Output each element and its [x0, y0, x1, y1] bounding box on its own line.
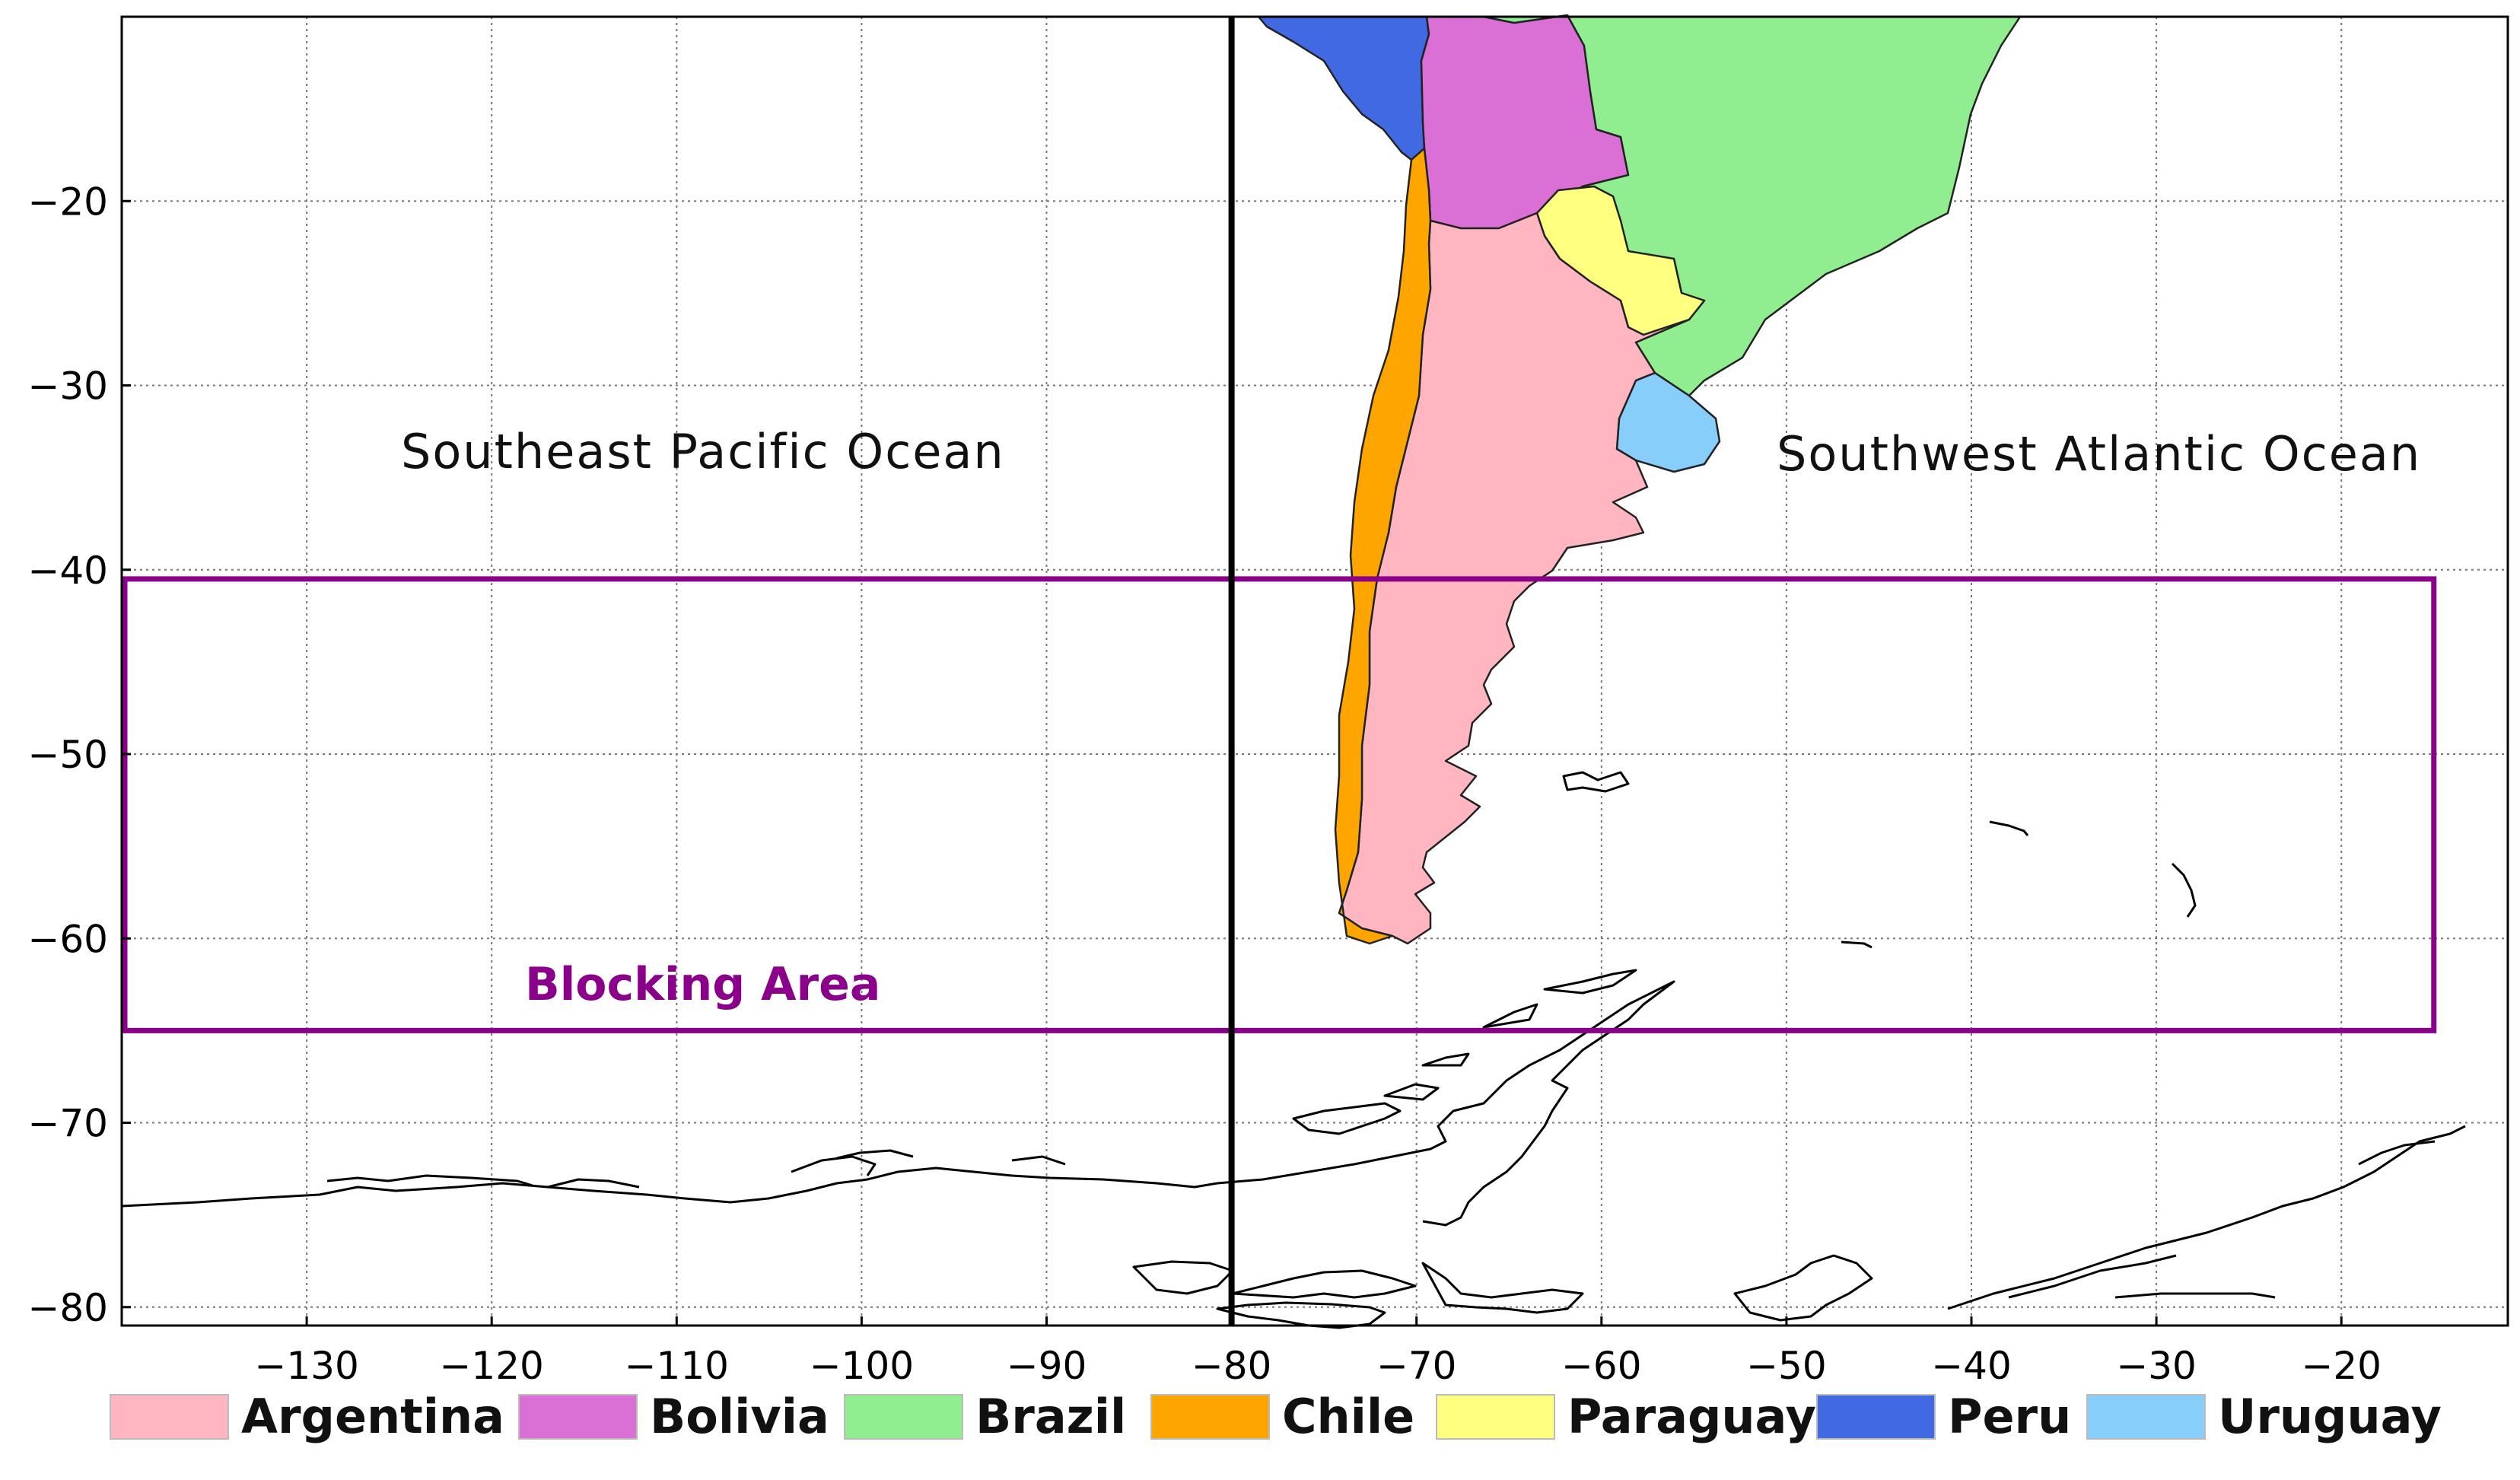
- y-tick-label: −50: [27, 733, 108, 777]
- y-tick-label: −30: [27, 364, 108, 409]
- legend-label-peru: Peru: [1948, 1389, 2071, 1444]
- countries: [1257, 14, 2022, 945]
- legend-label-paraguay: Paraguay: [1567, 1389, 1816, 1444]
- blocking-area: Blocking Area: [122, 576, 2437, 1033]
- falkland-islands: [1562, 771, 1630, 793]
- legend-swatch-chile: [1150, 1394, 1270, 1440]
- legend-label-bolivia: Bolivia: [650, 1389, 829, 1444]
- x-tick-label: −20: [2301, 1344, 2382, 1388]
- legend-label-brazil: Brazil: [975, 1389, 1126, 1444]
- y-axis-ticks: −20 −30 −40 −50 −60 −70 −80: [27, 180, 131, 1330]
- legend-swatch-peru: [1816, 1394, 1936, 1440]
- legend-swatch-brazil: [844, 1394, 963, 1440]
- x-tick-label: −80: [1192, 1344, 1272, 1388]
- y-tick-label: −20: [27, 180, 108, 224]
- legend-label-argentina: Argentina: [241, 1389, 504, 1444]
- legend-swatch-uruguay: [2086, 1394, 2206, 1440]
- y-tick-label: −60: [27, 917, 108, 961]
- x-tick-label: −120: [440, 1344, 544, 1388]
- blocking-area-label: Blocking Area: [525, 958, 880, 1011]
- x-tick-label: −130: [254, 1344, 358, 1388]
- legend-swatch-paraguay: [1436, 1394, 1555, 1440]
- y-tick-label: −80: [27, 1286, 108, 1330]
- x-axis-ticks: −130 −120 −110 −100 −90 −80 −70 −60 −50 −40 −30 −20: [254, 1316, 2382, 1388]
- legend-swatch-argentina: [110, 1394, 229, 1440]
- legend-swatch-bolivia: [518, 1394, 638, 1440]
- x-tick-label: −60: [1561, 1344, 1642, 1388]
- y-tick-label: −40: [27, 549, 108, 593]
- legend-label-chile: Chile: [1282, 1389, 1414, 1444]
- x-tick-label: −40: [1931, 1344, 2012, 1388]
- plot-frame: [120, 15, 2509, 1327]
- country-peru: [1257, 15, 1430, 161]
- x-tick-label: −30: [2116, 1344, 2197, 1388]
- legend-label-uruguay: Uruguay: [2218, 1389, 2442, 1444]
- country-chile: [1334, 147, 1432, 945]
- antarctic-coastline: [121, 969, 2466, 1329]
- x-tick-label: −110: [625, 1344, 729, 1388]
- y-tick-label: −70: [27, 1102, 108, 1146]
- blocking-area-box: [122, 576, 2437, 1033]
- southwest-atlantic-label: Southwest Atlantic Ocean: [1777, 426, 2421, 482]
- atlantic-islands: [1841, 820, 2197, 949]
- legend: Argentina Bolivia Brazil Chile Paraguay Peru U…: [110, 1389, 2442, 1444]
- x-tick-label: −50: [1746, 1344, 1827, 1388]
- southeast-pacific-label: Southeast Pacific Ocean: [401, 424, 1005, 479]
- x-tick-label: −70: [1376, 1344, 1457, 1388]
- x-tick-label: −90: [1007, 1344, 1087, 1388]
- graticule-grid: [122, 17, 2508, 1326]
- x-tick-label: −100: [810, 1344, 914, 1388]
